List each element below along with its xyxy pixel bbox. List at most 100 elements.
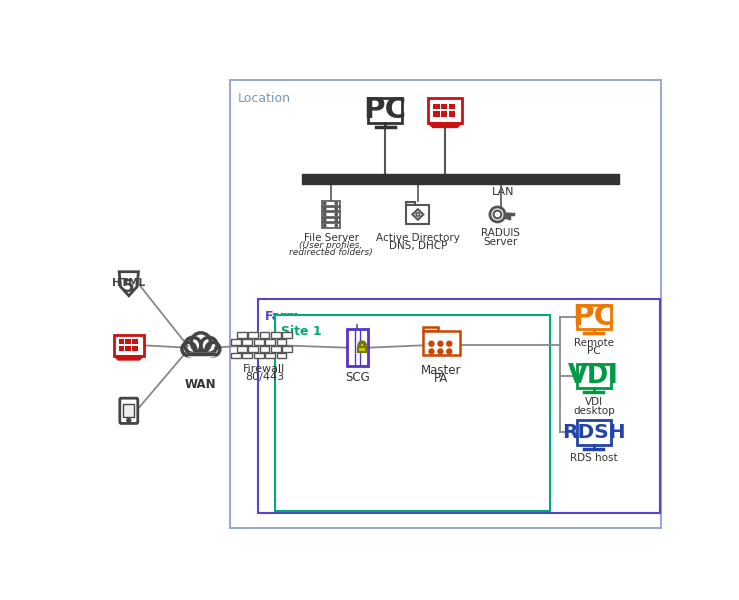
Text: RDS host: RDS host: [570, 453, 618, 463]
Text: Server: Server: [483, 236, 518, 247]
Circle shape: [185, 337, 201, 353]
Text: Remote: Remote: [573, 338, 614, 348]
Circle shape: [335, 219, 338, 221]
FancyBboxPatch shape: [322, 212, 340, 217]
FancyBboxPatch shape: [236, 332, 247, 338]
FancyBboxPatch shape: [322, 223, 340, 228]
FancyBboxPatch shape: [236, 346, 247, 352]
Text: 80/443: 80/443: [245, 373, 284, 382]
FancyBboxPatch shape: [126, 346, 131, 350]
Text: Farm: Farm: [265, 310, 300, 323]
Polygon shape: [428, 122, 462, 127]
Text: File Server: File Server: [304, 233, 358, 243]
Circle shape: [490, 207, 505, 222]
Circle shape: [324, 219, 326, 221]
FancyBboxPatch shape: [282, 332, 292, 338]
FancyBboxPatch shape: [406, 205, 429, 224]
FancyBboxPatch shape: [576, 420, 611, 445]
FancyBboxPatch shape: [242, 353, 252, 358]
Circle shape: [438, 349, 443, 354]
Circle shape: [201, 337, 217, 353]
Circle shape: [324, 202, 326, 205]
Text: PC: PC: [572, 303, 616, 331]
Circle shape: [447, 341, 452, 346]
Text: VDI: VDI: [585, 397, 603, 407]
FancyBboxPatch shape: [322, 201, 340, 206]
FancyBboxPatch shape: [120, 398, 137, 424]
Circle shape: [191, 333, 211, 352]
FancyBboxPatch shape: [132, 346, 137, 350]
Circle shape: [335, 208, 338, 210]
Polygon shape: [114, 356, 143, 360]
FancyBboxPatch shape: [433, 111, 440, 116]
FancyBboxPatch shape: [449, 104, 455, 109]
FancyBboxPatch shape: [123, 404, 134, 417]
FancyBboxPatch shape: [242, 339, 252, 344]
FancyBboxPatch shape: [275, 314, 551, 511]
FancyBboxPatch shape: [441, 111, 448, 116]
Circle shape: [416, 213, 420, 216]
Text: Site 1: Site 1: [282, 325, 322, 338]
Circle shape: [438, 341, 443, 346]
FancyBboxPatch shape: [441, 104, 448, 109]
Circle shape: [359, 342, 366, 349]
Text: RADUIS: RADUIS: [481, 228, 520, 238]
FancyBboxPatch shape: [322, 218, 340, 223]
Text: RDSH: RDSH: [562, 423, 626, 442]
Text: WAN: WAN: [185, 379, 217, 391]
Circle shape: [324, 224, 326, 227]
FancyBboxPatch shape: [259, 332, 269, 338]
FancyBboxPatch shape: [231, 353, 241, 358]
Text: DNS, DHCP: DNS, DHCP: [389, 241, 447, 251]
FancyBboxPatch shape: [119, 340, 124, 344]
Text: Active Directory: Active Directory: [376, 233, 460, 243]
Circle shape: [335, 202, 338, 205]
Text: Location: Location: [238, 92, 291, 105]
FancyBboxPatch shape: [259, 346, 269, 352]
FancyBboxPatch shape: [358, 347, 366, 352]
FancyBboxPatch shape: [576, 305, 611, 329]
FancyBboxPatch shape: [248, 346, 258, 352]
Circle shape: [335, 224, 338, 227]
Circle shape: [447, 349, 452, 354]
FancyBboxPatch shape: [258, 299, 660, 513]
FancyBboxPatch shape: [368, 98, 402, 122]
FancyBboxPatch shape: [322, 206, 340, 211]
Text: (User profiles,: (User profiles,: [299, 241, 363, 250]
FancyBboxPatch shape: [276, 353, 287, 358]
Circle shape: [324, 213, 326, 215]
FancyBboxPatch shape: [423, 331, 460, 355]
FancyBboxPatch shape: [282, 346, 292, 352]
Circle shape: [361, 344, 364, 347]
Text: desktop: desktop: [573, 406, 615, 416]
Polygon shape: [412, 209, 423, 220]
FancyBboxPatch shape: [265, 353, 275, 358]
Circle shape: [494, 211, 501, 218]
Text: LAN: LAN: [492, 187, 514, 197]
FancyBboxPatch shape: [271, 332, 281, 338]
Text: PC: PC: [364, 97, 407, 124]
FancyBboxPatch shape: [449, 111, 455, 116]
Circle shape: [182, 343, 196, 356]
Text: SCG: SCG: [345, 371, 370, 384]
Text: HTML: HTML: [112, 278, 146, 287]
Polygon shape: [119, 272, 138, 296]
FancyBboxPatch shape: [276, 339, 287, 344]
Text: 5: 5: [123, 278, 134, 296]
FancyBboxPatch shape: [114, 335, 143, 356]
Text: PC: PC: [587, 346, 601, 356]
Text: Firewall: Firewall: [243, 364, 285, 374]
FancyBboxPatch shape: [126, 340, 131, 344]
FancyBboxPatch shape: [231, 80, 661, 528]
FancyBboxPatch shape: [253, 353, 264, 358]
Circle shape: [127, 418, 131, 422]
FancyBboxPatch shape: [231, 339, 241, 344]
Circle shape: [324, 208, 326, 210]
FancyBboxPatch shape: [576, 364, 611, 388]
Circle shape: [335, 213, 338, 215]
FancyBboxPatch shape: [132, 340, 137, 344]
FancyBboxPatch shape: [271, 346, 281, 352]
FancyBboxPatch shape: [265, 339, 275, 344]
Circle shape: [206, 343, 219, 356]
FancyBboxPatch shape: [248, 332, 258, 338]
